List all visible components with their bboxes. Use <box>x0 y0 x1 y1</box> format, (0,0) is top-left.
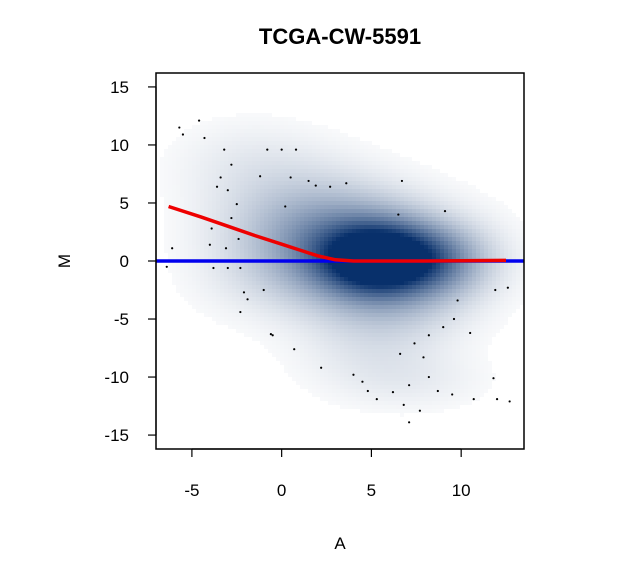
data-point <box>413 342 416 345</box>
data-point <box>226 189 229 192</box>
data-point <box>320 366 323 369</box>
data-point <box>418 409 421 412</box>
data-point <box>235 203 238 206</box>
y-tick-label: -5 <box>114 310 129 329</box>
data-point <box>271 334 274 337</box>
data-point <box>280 148 283 151</box>
data-point <box>237 237 240 241</box>
data-point <box>366 389 369 393</box>
data-point <box>456 299 459 302</box>
data-point <box>408 384 411 387</box>
data-point <box>508 400 511 403</box>
x-axis-label: A <box>334 534 346 553</box>
y-tick-label: 10 <box>110 136 129 155</box>
data-point <box>427 375 430 379</box>
data-point <box>262 288 265 292</box>
data-point <box>178 126 181 129</box>
x-tick-label: 0 <box>277 481 286 500</box>
data-point <box>289 176 292 179</box>
data-point <box>230 163 233 166</box>
data-point <box>210 227 213 230</box>
data-point <box>181 133 185 136</box>
y-axis: 15 10 5 0 -5 -10 -15 <box>104 78 157 445</box>
data-point <box>495 397 499 401</box>
fit-lines <box>156 204 524 263</box>
x-tick-label: 5 <box>367 481 376 500</box>
data-point <box>400 179 404 183</box>
data-point <box>506 286 509 289</box>
y-axis-label: M <box>55 254 74 268</box>
x-tick-label: -5 <box>184 481 199 500</box>
data-point <box>259 175 262 178</box>
data-point <box>246 298 249 301</box>
data-point <box>197 119 201 122</box>
y-tick-label: 5 <box>120 194 129 213</box>
data-point <box>442 326 445 329</box>
y-tick-label: 15 <box>110 78 129 97</box>
data-point <box>352 373 355 376</box>
data-point <box>294 148 298 151</box>
data-point <box>239 266 242 270</box>
data-point <box>269 333 272 336</box>
y-tick-label: 0 <box>120 252 129 271</box>
data-point <box>223 148 226 151</box>
data-point <box>203 136 206 140</box>
data-point <box>224 247 228 250</box>
y-tick-label: -10 <box>104 368 129 387</box>
data-point <box>472 397 475 401</box>
data-point <box>215 185 219 188</box>
data-point <box>293 348 296 351</box>
data-point <box>242 291 246 294</box>
data-point <box>266 148 269 151</box>
data-point <box>345 182 348 185</box>
data-point <box>492 377 495 380</box>
data-point <box>408 421 411 424</box>
data-point <box>226 266 229 270</box>
data-point <box>451 393 454 396</box>
data-point <box>422 356 425 359</box>
y-tick-label: -15 <box>104 426 129 445</box>
data-point <box>284 205 287 208</box>
density-cloud <box>160 113 524 417</box>
data-point <box>212 266 215 270</box>
data-point <box>452 317 456 321</box>
x-tick-label: 10 <box>452 481 471 500</box>
data-point <box>329 185 332 188</box>
data-point <box>239 310 242 314</box>
data-point <box>230 216 233 220</box>
data-point <box>443 209 447 213</box>
data-point <box>397 213 400 216</box>
data-point <box>436 389 439 393</box>
data-point <box>494 288 497 292</box>
data-point <box>314 184 317 187</box>
outlier-points <box>165 119 511 424</box>
data-point <box>391 391 395 394</box>
red-loess-line <box>168 204 507 263</box>
x-axis: -5 0 5 10 <box>184 448 471 500</box>
chart-title: TCGA-CW-5591 <box>259 24 421 49</box>
data-point <box>307 179 310 183</box>
data-point <box>165 265 168 268</box>
data-point <box>469 331 472 335</box>
data-point <box>427 334 430 337</box>
data-point <box>208 243 211 246</box>
data-point <box>399 352 402 355</box>
data-point <box>402 403 405 407</box>
data-point <box>361 380 364 383</box>
data-point <box>171 247 174 250</box>
data-point <box>375 397 378 401</box>
data-point <box>219 176 222 179</box>
